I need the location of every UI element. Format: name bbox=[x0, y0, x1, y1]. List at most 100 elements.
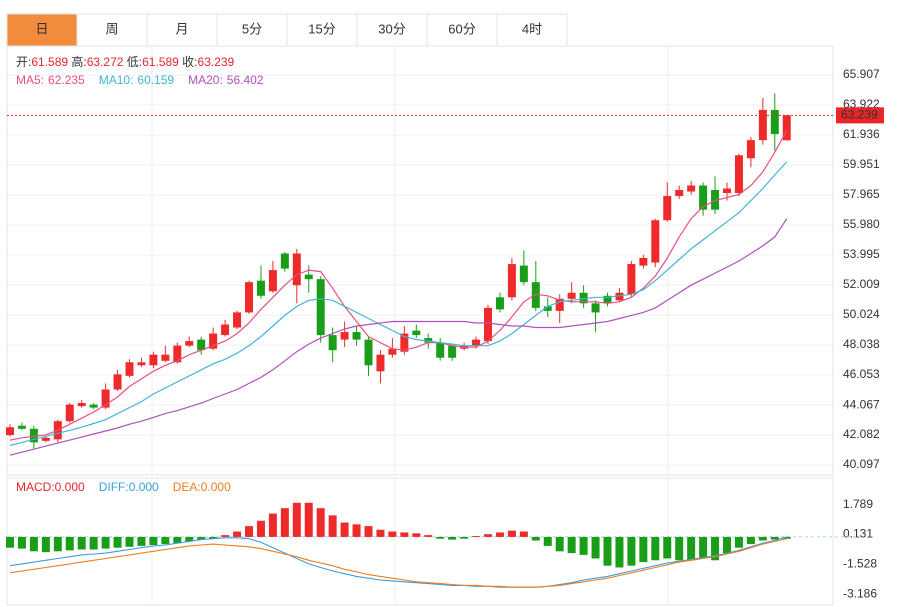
candle-body bbox=[495, 297, 504, 310]
candle-body bbox=[316, 279, 325, 336]
macd-bar bbox=[376, 529, 385, 537]
macd-bar bbox=[734, 536, 743, 548]
open-value: 61.589 bbox=[31, 55, 68, 69]
candle-body bbox=[65, 404, 74, 422]
y-tick-label: 40.097 bbox=[843, 457, 880, 471]
candle-body bbox=[161, 354, 170, 361]
tab-label[interactable]: 60分 bbox=[448, 21, 475, 36]
macd-legend-label: DIFF: bbox=[99, 480, 129, 494]
tab[interactable] bbox=[216, 13, 288, 47]
candle-body bbox=[340, 332, 349, 340]
ohlc-info: 开:61.589 高:63.272 低:61.589 收:63.239 bbox=[16, 54, 235, 69]
y-tick-label: 42.082 bbox=[843, 427, 880, 441]
tab-label[interactable]: 月 bbox=[175, 21, 188, 36]
candle-body bbox=[555, 298, 564, 311]
macd-bar bbox=[591, 536, 600, 559]
candle-body bbox=[543, 306, 552, 311]
macd-bar bbox=[699, 536, 708, 559]
high-value: 63.272 bbox=[87, 55, 124, 69]
tab-label[interactable]: 周 bbox=[105, 21, 118, 36]
candle-body bbox=[746, 140, 755, 159]
close-value: 63.239 bbox=[198, 55, 235, 69]
ma-legend: MA5: 62.235 MA10: 60.159 MA20: 56.402 bbox=[16, 73, 264, 87]
candle-body bbox=[734, 155, 743, 194]
candle-body bbox=[304, 274, 313, 280]
tab-label[interactable]: 30分 bbox=[378, 21, 405, 36]
macd-bar bbox=[424, 535, 433, 537]
macd-bar bbox=[316, 508, 325, 537]
tab[interactable] bbox=[6, 13, 78, 47]
tab-label[interactable]: 日 bbox=[35, 21, 48, 36]
candle-body bbox=[245, 282, 253, 313]
y-tick-label: 61.936 bbox=[843, 127, 880, 141]
y-tick-label: -1.528 bbox=[843, 557, 877, 571]
macd-bar bbox=[53, 536, 62, 552]
candle-body bbox=[675, 190, 684, 197]
candle-body bbox=[233, 312, 242, 328]
candle-body bbox=[221, 324, 230, 336]
macd-bar bbox=[639, 536, 648, 563]
macd-legend-label: DEA: bbox=[173, 480, 201, 494]
candle-body bbox=[197, 339, 206, 351]
candle-body bbox=[292, 253, 301, 286]
macd-bar bbox=[567, 536, 576, 554]
tab[interactable] bbox=[496, 13, 568, 47]
low-value: 61.589 bbox=[142, 55, 179, 69]
candle-body bbox=[412, 330, 421, 336]
last-price-box bbox=[836, 107, 884, 124]
macd-bar bbox=[579, 536, 588, 555]
tab-label[interactable]: 15分 bbox=[308, 21, 335, 36]
candle-body bbox=[651, 220, 660, 263]
ma-label: MA10: bbox=[99, 73, 134, 87]
macd-bar bbox=[352, 524, 361, 537]
macd-bar bbox=[519, 531, 528, 537]
macd-bar bbox=[364, 526, 373, 537]
macd-bar bbox=[603, 536, 612, 566]
tab-label[interactable]: 4时 bbox=[522, 21, 542, 36]
candle-body bbox=[663, 196, 672, 221]
macd-bar bbox=[770, 536, 779, 540]
macd-bar bbox=[89, 536, 98, 550]
tab[interactable] bbox=[76, 13, 148, 47]
candle-body bbox=[137, 362, 146, 366]
y-tick-label: 53.995 bbox=[843, 247, 880, 261]
macd-bar bbox=[41, 536, 50, 553]
candle-body bbox=[758, 109, 767, 141]
candle-body bbox=[639, 258, 648, 266]
macd-bar bbox=[746, 536, 755, 545]
tab[interactable] bbox=[286, 13, 358, 47]
candle-body bbox=[531, 282, 540, 308]
candle-body bbox=[711, 190, 720, 210]
macd-bar bbox=[209, 536, 218, 539]
macd-bar bbox=[65, 536, 74, 551]
ma-value: 62.235 bbox=[48, 73, 85, 87]
candle-body bbox=[280, 253, 289, 269]
candle-body bbox=[591, 303, 600, 313]
ma-line bbox=[9, 161, 788, 446]
macd-bar bbox=[280, 508, 289, 537]
ma-line bbox=[9, 130, 788, 441]
tab-label[interactable]: 5分 bbox=[242, 21, 262, 36]
candle-body bbox=[364, 339, 373, 366]
macd-bar bbox=[328, 515, 337, 537]
macd-bar bbox=[484, 534, 492, 537]
macd-bar bbox=[495, 532, 504, 537]
macd-bar bbox=[233, 531, 242, 537]
close-label: 收: bbox=[182, 55, 197, 69]
ma-value: 60.159 bbox=[137, 73, 174, 87]
candle-body bbox=[436, 342, 445, 358]
y-tick-label: 59.951 bbox=[843, 157, 880, 171]
open-label: 开: bbox=[16, 55, 31, 69]
macd-line bbox=[9, 538, 787, 588]
tab[interactable] bbox=[426, 13, 498, 47]
macd-bar bbox=[711, 536, 720, 561]
macd-legend-value: 0.000 bbox=[201, 480, 231, 494]
ma-line bbox=[9, 218, 788, 456]
candle-body bbox=[113, 374, 122, 390]
macd-bar bbox=[412, 533, 421, 537]
main-panel bbox=[6, 45, 834, 476]
candle-body bbox=[519, 265, 528, 283]
tab[interactable] bbox=[356, 13, 428, 47]
candle-body bbox=[687, 185, 696, 192]
